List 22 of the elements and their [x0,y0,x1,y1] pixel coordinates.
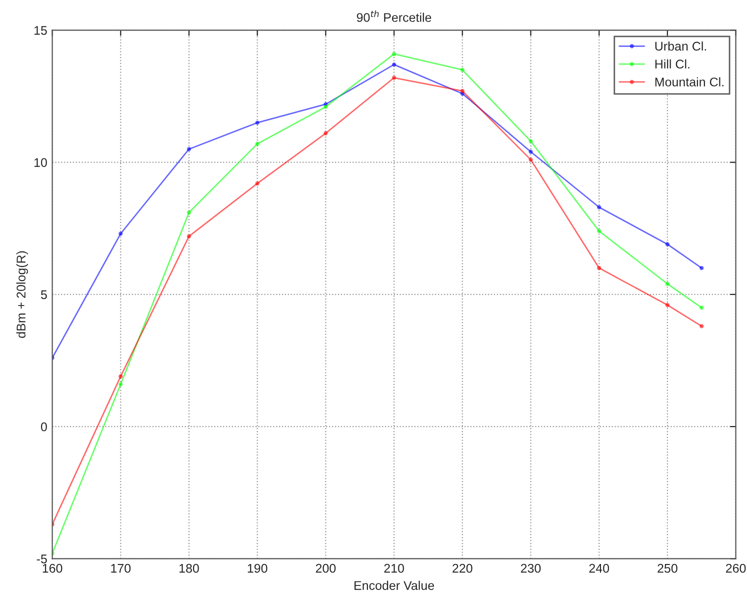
x-tick-label: 210 [384,564,404,573]
x-tick-label: 200 [316,564,336,573]
y-tick-label: 0 [40,422,47,432]
y-tick-label: 15 [34,26,47,35]
x-tick-label: 230 [520,564,541,573]
y-tick-label: -5 [36,554,47,564]
x-axis-title: Encoder Value [354,580,434,590]
legend-label: Hill Cl. [655,59,690,69]
x-tick-label: 250 [658,564,678,573]
legend-label: Urban Cl. [655,41,706,51]
x-tick-label: 240 [589,564,610,573]
x-tick-label: 170 [111,564,131,573]
y-axis-title: dBm + 20log(R) [16,251,28,338]
x-tick-label: 180 [180,564,199,573]
y-tick-label: 10 [34,158,47,167]
x-tick-label: 160 [42,564,62,573]
chart-title: 90$^{th}$ Percetile [356,10,432,22]
x-tick-label: 220 [452,564,472,573]
x-tick-label: 190 [248,564,268,573]
legend-label: Mountain Cl. [655,77,724,86]
x-tick-label: 260 [726,564,746,573]
y-tick-label: 5 [40,290,47,300]
